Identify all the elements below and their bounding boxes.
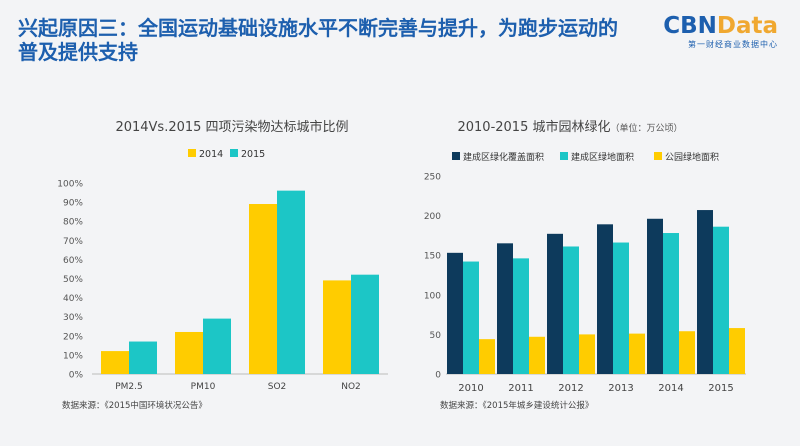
bar-2013-s2 [629,333,645,374]
chart1-ytick: 90% [63,199,83,209]
bar-2012-s1 [563,246,579,374]
chart2-xtick: 2010 [458,383,483,394]
bar-PM2.5-2014 [101,351,129,374]
bar-2015-s2 [729,328,745,374]
chart2-ytick: 200 [424,212,441,222]
chart1-xtick: PM2.5 [115,382,143,392]
chart2-ytick: 250 [424,173,441,183]
pollution-chart: 2014Vs.2015 四项污染物达标城市比例 2014 2015 0% 10% 20% 3… [57,119,388,392]
bar-2014-s0 [647,218,663,374]
bar-NO2-2015 [351,274,379,374]
bar-2015-s0 [697,210,713,374]
legend-swatch-2014 [188,149,196,157]
chart2-xtick: 2015 [708,383,733,394]
logo-text-data: Data [716,13,778,39]
chart1-ytick: 10% [63,351,83,361]
chart1-ytick: 20% [63,332,83,342]
chart2-ytick: 0 [435,371,441,381]
bar-2013-s0 [597,224,613,374]
chart1-ytick: 60% [63,256,83,266]
bar-2014-s2 [679,331,695,374]
bar-PM2.5-2015 [129,341,157,374]
chart1-ytick: 40% [63,294,83,304]
bar-2011-s0 [497,243,513,374]
chart2-title: 2010-2015 城市园林绿化（单位：万公顷） [457,119,682,135]
chart2-ytick: 50 [430,331,442,341]
bar-2011-s2 [529,336,545,374]
legend-swatch-2 [654,152,662,160]
bar-NO2-2014 [323,280,351,374]
bar-2014-s1 [663,233,679,374]
chart2-source: 数据来源：《2015年城乡建设统计公报》 [440,401,594,411]
logo-text-cbn: CBN [663,13,717,39]
chart1-ytick: 100% [57,180,83,190]
chart1-xtick: SO2 [268,382,287,392]
chart1-source: 数据来源：《2015中国环境状况公告》 [62,401,207,411]
chart2-xtick: 2014 [658,383,683,394]
chart2-xtick: 2012 [558,383,583,394]
chart2-xtick: 2013 [608,383,633,394]
chart1-ytick: 30% [63,313,83,323]
chart1-xtick: PM10 [191,382,216,392]
page-title-line1: 兴起原因三：全国运动基础设施水平不断完善与提升，为跑步运动的 [18,16,618,40]
bar-PM10-2015 [203,318,231,374]
logo-mark: CBNData [663,14,778,38]
chart1-ytick: 0% [69,371,84,381]
logo-subtitle: 第一财经商业数据中心 [688,40,778,49]
bar-2012-s0 [547,233,563,374]
bar-2011-s1 [513,258,529,374]
chart2-xtick: 2011 [508,383,533,394]
legend-label-0: 建成区绿化覆盖面积 [463,151,544,163]
bar-2010-s1 [463,261,479,374]
legend-label-1: 建成区绿地面积 [571,151,634,163]
greening-chart: 2010-2015 城市园林绿化（单位：万公顷） 建成区绿化覆盖面积 建成区绿地面积… [424,119,746,394]
bar-2015-s1 [713,226,729,374]
legend-label-2: 公园绿地面积 [665,151,719,163]
chart1-ytick: 80% [63,218,83,228]
bar-SO2-2014 [249,204,277,374]
legend-swatch-2015 [230,149,238,157]
legend-label-2014: 2014 [199,149,223,160]
legend-swatch-0 [452,152,460,160]
bar-SO2-2015 [277,190,305,374]
cbndata-logo: CBNData 第一财经商业数据中心 [663,14,778,50]
bar-PM10-2014 [175,331,203,374]
bar-2010-s0 [447,252,463,374]
page-title: 兴起原因三：全国运动基础设施水平不断完善与提升，为跑步运动的 普及提供支持 [18,16,658,64]
bar-2012-s2 [579,334,595,374]
chart2-ytick: 100 [424,291,441,301]
chart1-ytick: 50% [63,275,83,285]
chart1-xtick: NO2 [341,382,361,392]
chart1-title: 2014Vs.2015 四项污染物达标城市比例 [115,119,348,135]
chart1-ytick: 70% [63,237,83,247]
chart2-ytick: 150 [424,252,441,262]
legend-swatch-1 [560,152,568,160]
bar-2010-s2 [479,339,495,374]
legend-label-2015: 2015 [241,149,265,160]
bar-2013-s1 [613,242,629,374]
page-title-line2: 普及提供支持 [18,40,138,64]
